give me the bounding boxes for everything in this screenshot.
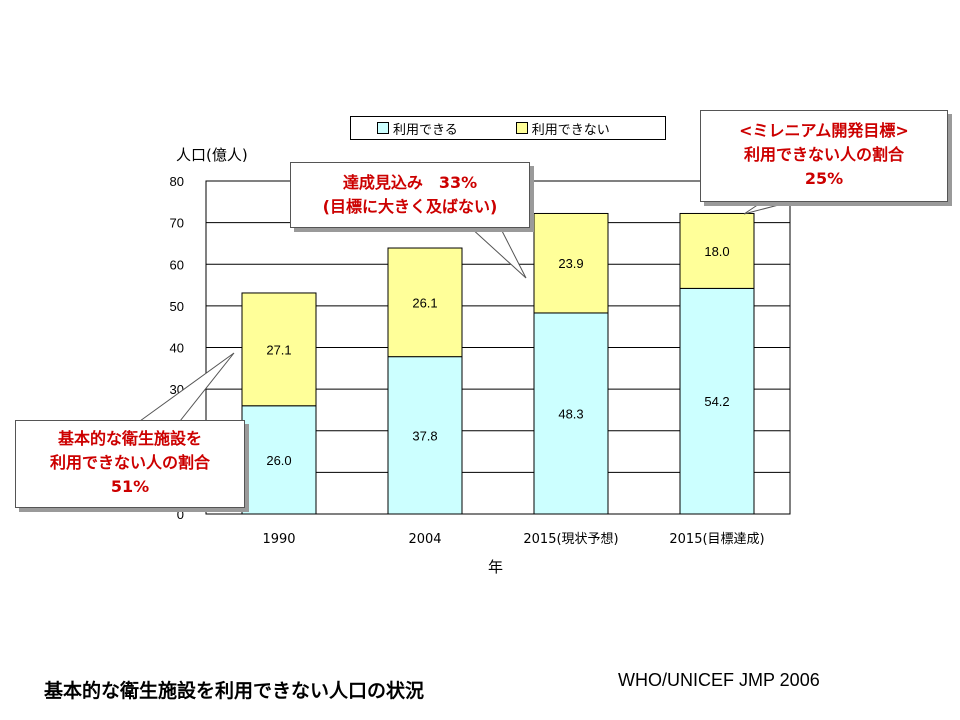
data-label-available-1: 37.8	[412, 428, 437, 443]
y-tick-label: 0	[177, 507, 184, 522]
x-tick-label-1: 2004	[408, 532, 441, 547]
legend-item-unavailable: 利用できない	[515, 119, 610, 138]
bar-unavailable-0	[241, 292, 317, 407]
callout-1990-line2: 利用できない人の割合	[49, 453, 210, 472]
callout-mdg-target-line1: <ミレニアム開発目標>	[739, 121, 909, 140]
figure-caption: 基本的な衛生施設を利用できない人口の状況	[44, 680, 425, 702]
legend-label-unavailable: 利用できない	[531, 122, 610, 138]
callout-1990-line1: 基本的な衛生施設を	[57, 429, 202, 448]
bar-available-2	[533, 312, 609, 515]
y-tick-label: 70	[170, 216, 184, 231]
callout-mdg-target: <ミレニアム開発目標> 利用できない人の割合 25%	[700, 110, 948, 202]
callout-1990: 基本的な衛生施設を 利用できない人の割合 51%	[15, 420, 245, 508]
bar-unavailable-1	[387, 247, 463, 358]
data-label-available-0: 26.0	[266, 453, 291, 468]
legend-item-available: 利用できる	[377, 119, 458, 138]
callout-mdg-target-tail	[743, 201, 791, 215]
data-label-available-2: 48.3	[558, 406, 583, 421]
y-axis-label: 人口(億人)	[176, 146, 248, 164]
callout-mdg-target-line2: 利用できない人の割合	[743, 145, 904, 164]
bar-unavailable-3	[679, 212, 755, 289]
bar-unavailable-2	[533, 212, 609, 314]
x-tick-label-3: 2015(目標達成)	[669, 532, 764, 547]
callout-2015-forecast-line2: (目標に大きく及ばない)	[322, 197, 498, 216]
callout-mdg-target-line3: 25%	[804, 169, 844, 188]
callout-2015-forecast: 達成見込み 33% (目標に大きく及ばない)	[290, 162, 530, 228]
y-tick-label: 50	[170, 299, 184, 314]
x-tick-label-0: 1990	[262, 532, 295, 547]
legend: 利用できる 利用できない	[350, 116, 666, 140]
data-label-unavailable-0: 27.1	[266, 342, 291, 357]
y-tick-label: 80	[170, 174, 184, 189]
data-label-unavailable-2: 23.9	[558, 256, 583, 271]
x-tick-label-2: 2015(現状予想)	[523, 531, 618, 547]
callout-1990-line3: 51%	[110, 477, 150, 496]
callout-2015-forecast-line1: 達成見込み 33%	[342, 173, 478, 192]
callout-2015-forecast-tail	[468, 226, 527, 279]
data-label-unavailable-3: 18.0	[704, 244, 729, 259]
bar-available-3	[679, 287, 755, 515]
data-label-available-3: 54.2	[704, 394, 729, 409]
legend-swatch-available	[377, 122, 389, 134]
legend-label-available: 利用できる	[393, 122, 458, 138]
bar-available-1	[387, 356, 463, 515]
callout-1990-tail	[138, 352, 235, 422]
y-tick-label: 60	[170, 257, 184, 272]
data-label-unavailable-1: 26.1	[412, 295, 437, 310]
source-credit: WHO/UNICEF JMP 2006	[618, 670, 820, 690]
legend-swatch-unavailable	[515, 122, 528, 134]
x-axis-label: 年	[488, 558, 504, 576]
y-tick-label: 40	[170, 341, 184, 356]
